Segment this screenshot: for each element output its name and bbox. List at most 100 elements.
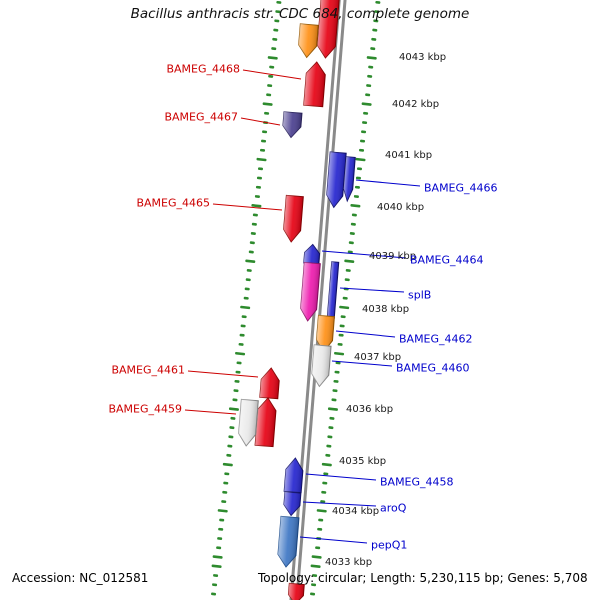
- guide-dot: [275, 10, 281, 14]
- guide-dot: [353, 195, 359, 198]
- guide-dot: [344, 259, 355, 263]
- gene-bameg-4465[interactable]: [283, 194, 304, 243]
- gene-label-pepq1[interactable]: pepQ1: [371, 539, 407, 552]
- gene-label-bameg-4459[interactable]: BAMEG_4459: [108, 403, 182, 416]
- guide-dot: [350, 222, 356, 226]
- gene-bameg-4461[interactable]: [259, 367, 280, 400]
- guide-dot: [326, 444, 332, 448]
- scale-tick-label: 4042 kbp: [392, 99, 439, 110]
- gene-label-aroq[interactable]: aroQ: [380, 502, 407, 515]
- guide-dot: [362, 121, 368, 125]
- guide-dot: [212, 583, 218, 587]
- guide-dot: [211, 592, 217, 596]
- guide-dot: [245, 259, 256, 263]
- gene-label-bameg-4468[interactable]: BAMEG_4468: [166, 63, 240, 76]
- gene-label-bameg-4462[interactable]: BAMEG_4462: [399, 333, 473, 346]
- gene-bameg-4467[interactable]: [282, 111, 303, 139]
- guide-dot: [327, 407, 338, 411]
- gene-label-splb[interactable]: splB: [408, 289, 431, 302]
- guide-dot: [273, 28, 279, 32]
- guide-dot: [267, 84, 273, 88]
- leader-bameg-4466: [355, 179, 421, 187]
- guide-dot: [245, 278, 251, 282]
- guide-dot: [321, 462, 332, 467]
- guide-dot: [332, 389, 338, 393]
- guide-dot: [266, 93, 272, 97]
- guide-dot: [222, 490, 228, 494]
- guide-dot: [345, 269, 351, 272]
- gene-label-bameg-4464[interactable]: BAMEG_4464: [410, 254, 484, 267]
- leader-pepq1: [299, 536, 368, 544]
- guide-dot: [310, 592, 316, 596]
- guide-dot: [339, 305, 350, 310]
- guide-dot: [232, 398, 238, 402]
- gene-pepq1[interactable]: [277, 515, 300, 568]
- guide-dot: [310, 564, 321, 569]
- scale-tick-label: 4036 kbp: [346, 404, 393, 415]
- guide-dot: [238, 342, 244, 346]
- guide-dot: [329, 416, 335, 420]
- guide-dot: [311, 583, 317, 587]
- guide-dot: [256, 157, 267, 162]
- gene-splb-bar[interactable]: [326, 261, 340, 319]
- gene-label-bameg-4458[interactable]: BAMEG_4458: [380, 476, 454, 489]
- scale-dotted-guides: [211, 0, 381, 596]
- gene-label-bameg-4466[interactable]: BAMEG_4466: [424, 182, 498, 195]
- guide-dot: [261, 139, 267, 143]
- guide-dot: [325, 453, 331, 457]
- guide-dots-left: [211, 0, 282, 596]
- scale-tick-label: 4043 kbp: [399, 52, 446, 63]
- guide-dot: [355, 176, 361, 180]
- scale-tick-label: 4039 kbp: [369, 251, 416, 262]
- status-accession: Accession: NC_012581: [12, 571, 149, 585]
- leader-bameg-4465: [212, 203, 283, 211]
- guide-dot: [368, 65, 374, 69]
- guide-dot: [312, 574, 318, 577]
- guide-dot: [272, 37, 278, 41]
- label-leader-lines: [184, 69, 421, 544]
- gene-label-bameg-4460[interactable]: BAMEG_4460: [396, 362, 470, 375]
- gene-bottom-red[interactable]: [287, 582, 305, 600]
- guide-dot: [374, 10, 380, 14]
- guide-dot: [331, 398, 337, 402]
- guide-dot: [236, 361, 242, 365]
- guide-dot: [257, 167, 264, 171]
- guide-dot: [235, 370, 241, 374]
- guide-dot: [365, 93, 371, 97]
- leader-bameg-4458: [305, 473, 377, 481]
- gene-labels: BAMEG_4468 BAMEG_4467 BAMEG_4465 BAMEG_4461…: [108, 63, 497, 552]
- guide-dot: [217, 537, 223, 541]
- guide-dot: [322, 481, 328, 485]
- leader-bameg-4461: [187, 370, 259, 378]
- gene-splb[interactable]: [300, 261, 321, 322]
- gene-label-bameg-4461[interactable]: BAMEG_4461: [111, 364, 185, 377]
- guide-dot: [260, 148, 266, 152]
- scale-tick-label: 4037 kbp: [354, 352, 401, 363]
- guide-dot: [327, 435, 333, 439]
- guide-dot: [361, 102, 372, 106]
- guide-dot: [372, 28, 378, 32]
- guide-dot: [227, 444, 233, 448]
- gene-label-bameg-4467[interactable]: BAMEG_4467: [164, 111, 238, 124]
- gene-bameg-4468[interactable]: [303, 61, 326, 108]
- guide-dot: [249, 241, 255, 245]
- guide-dot: [342, 296, 348, 300]
- guide-dot: [347, 250, 353, 254]
- scale-tick-label: 4041 kbp: [385, 150, 432, 161]
- guide-dot: [234, 379, 240, 383]
- guide-dots-right: [310, 0, 381, 596]
- guide-dot: [320, 500, 326, 504]
- guide-dot: [316, 509, 327, 513]
- guide-dot: [217, 509, 228, 513]
- guide-dot: [367, 74, 373, 78]
- guide-dot: [340, 315, 346, 319]
- guide-dot: [338, 333, 344, 337]
- gene-label-bameg-4465[interactable]: BAMEG_4465: [136, 197, 210, 210]
- gene-top-orange[interactable]: [298, 23, 319, 59]
- gene-bameg-4464[interactable]: [303, 243, 321, 265]
- guide-dot: [348, 241, 354, 245]
- guide-dot: [311, 555, 322, 559]
- scale-tick-labels: 4043 kbp 4042 kbp 4041 kbp 4040 kbp 4039 kbp…: [325, 52, 446, 568]
- guide-dot: [334, 351, 345, 356]
- guide-dot: [211, 564, 222, 569]
